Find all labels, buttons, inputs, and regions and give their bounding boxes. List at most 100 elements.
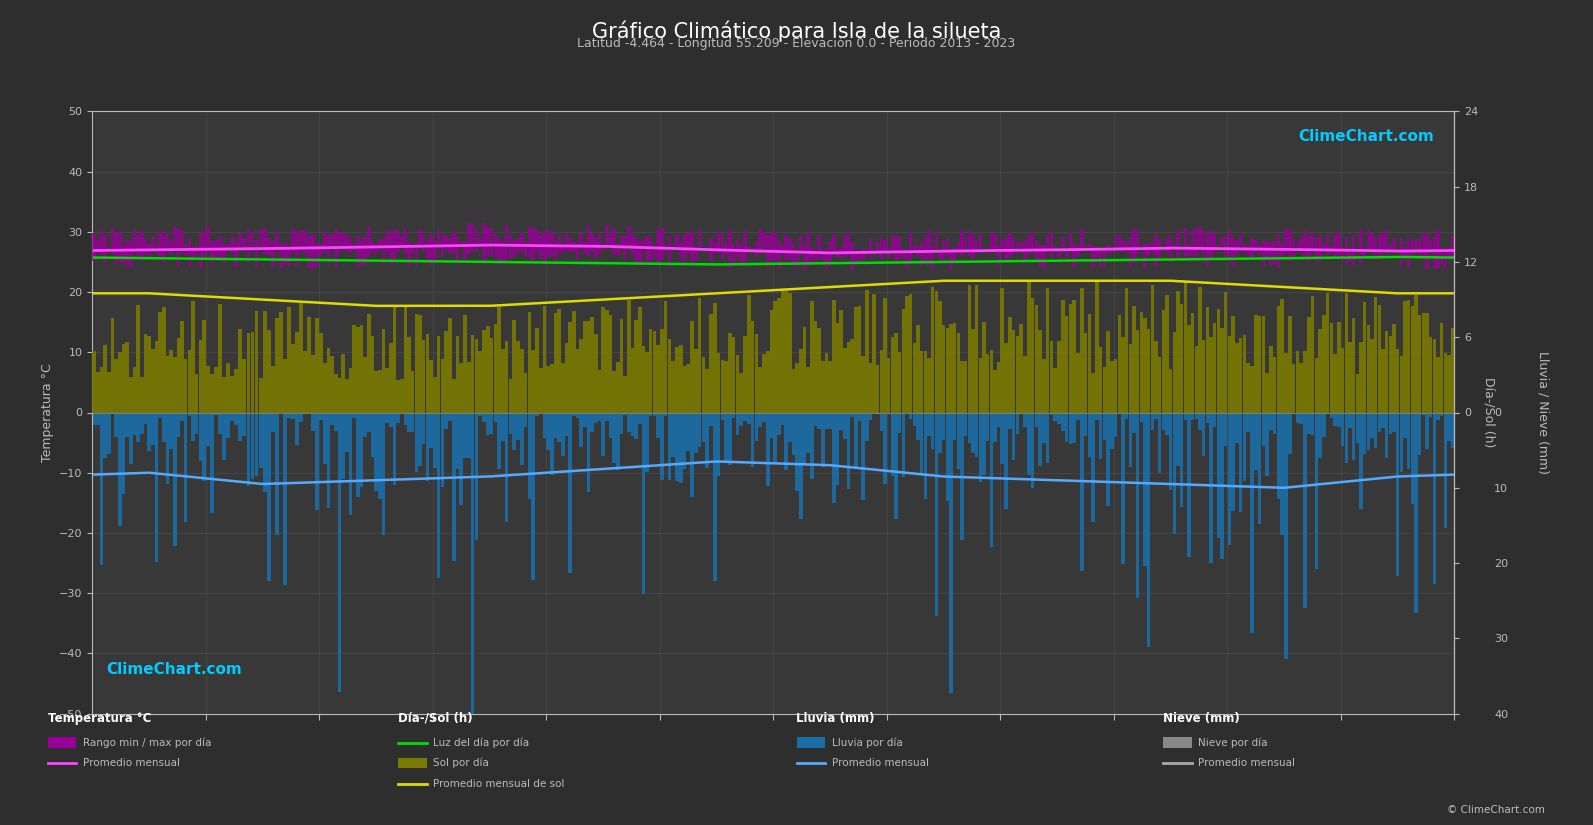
Bar: [978, 358, 981, 412]
Bar: [648, 238, 653, 261]
Bar: [675, 412, 679, 481]
Bar: [1164, 295, 1169, 412]
Text: Promedio mensual: Promedio mensual: [1198, 758, 1295, 768]
Bar: [1020, 412, 1023, 414]
Bar: [140, 412, 143, 433]
Bar: [989, 350, 992, 412]
Bar: [1094, 412, 1099, 420]
Bar: [1008, 412, 1012, 429]
Bar: [572, 412, 575, 416]
Bar: [1150, 285, 1153, 412]
Bar: [221, 412, 226, 460]
Bar: [1064, 315, 1069, 412]
Bar: [148, 336, 151, 412]
Bar: [1451, 412, 1454, 448]
Bar: [543, 306, 546, 412]
Bar: [1212, 231, 1217, 252]
Bar: [188, 238, 191, 267]
Bar: [374, 244, 378, 254]
Bar: [843, 237, 846, 257]
Bar: [104, 234, 107, 262]
Bar: [1378, 412, 1381, 431]
Bar: [1223, 412, 1227, 446]
Bar: [1325, 294, 1330, 412]
Bar: [997, 362, 1000, 412]
Bar: [1114, 412, 1117, 436]
Bar: [1395, 349, 1399, 412]
Bar: [1311, 233, 1314, 249]
Bar: [1091, 412, 1094, 522]
Bar: [580, 338, 583, 412]
Bar: [569, 412, 572, 573]
Bar: [1370, 233, 1373, 252]
Bar: [441, 235, 444, 257]
Bar: [1020, 324, 1023, 412]
Bar: [612, 229, 616, 255]
Bar: [857, 306, 862, 412]
Bar: [1437, 412, 1440, 420]
Text: Promedio mensual de sol: Promedio mensual de sol: [433, 779, 564, 789]
Bar: [502, 412, 505, 441]
Bar: [126, 239, 129, 266]
Bar: [1027, 236, 1031, 252]
Text: Rango min / max por día: Rango min / max por día: [83, 738, 212, 747]
Bar: [221, 377, 226, 412]
Bar: [910, 412, 913, 419]
Bar: [1337, 322, 1341, 412]
Bar: [840, 310, 843, 412]
Bar: [250, 332, 255, 412]
Bar: [1367, 412, 1370, 450]
Bar: [679, 412, 682, 483]
Bar: [284, 243, 287, 264]
Bar: [687, 233, 690, 254]
Bar: [419, 229, 422, 248]
Bar: [1446, 412, 1451, 441]
Bar: [1407, 412, 1410, 469]
Bar: [1053, 412, 1058, 421]
Bar: [546, 412, 550, 450]
Bar: [202, 320, 205, 412]
Bar: [174, 412, 177, 545]
Bar: [561, 363, 564, 412]
Bar: [766, 235, 769, 266]
Bar: [414, 243, 417, 266]
Bar: [352, 325, 355, 412]
Bar: [121, 247, 126, 263]
Bar: [1158, 356, 1161, 412]
Bar: [263, 412, 266, 493]
Bar: [489, 229, 494, 257]
Bar: [1220, 237, 1223, 246]
Bar: [1039, 330, 1042, 412]
Bar: [1069, 412, 1072, 444]
Bar: [483, 223, 486, 263]
Bar: [941, 325, 945, 412]
Bar: [151, 349, 155, 412]
Bar: [430, 360, 433, 412]
Bar: [1121, 240, 1125, 252]
Bar: [1125, 242, 1128, 251]
Bar: [1192, 313, 1195, 412]
Bar: [594, 238, 597, 257]
Bar: [935, 291, 938, 412]
Bar: [386, 368, 389, 412]
Bar: [1000, 289, 1004, 412]
Bar: [1395, 412, 1399, 576]
Bar: [789, 412, 792, 442]
Bar: [169, 351, 174, 412]
Bar: [1289, 229, 1292, 261]
Bar: [1161, 310, 1164, 412]
Bar: [494, 234, 497, 256]
Bar: [1012, 330, 1015, 412]
Bar: [1367, 325, 1370, 412]
Bar: [956, 412, 961, 469]
Bar: [1451, 328, 1454, 412]
Text: Promedio mensual: Promedio mensual: [83, 758, 180, 768]
Bar: [1384, 230, 1389, 255]
Bar: [452, 380, 456, 412]
Text: Gráfico Climático para Isla de la silueta: Gráfico Climático para Isla de la siluet…: [593, 21, 1000, 42]
Bar: [1042, 245, 1045, 268]
Bar: [174, 357, 177, 412]
Bar: [430, 412, 433, 448]
Bar: [840, 412, 843, 430]
Bar: [1023, 356, 1027, 412]
